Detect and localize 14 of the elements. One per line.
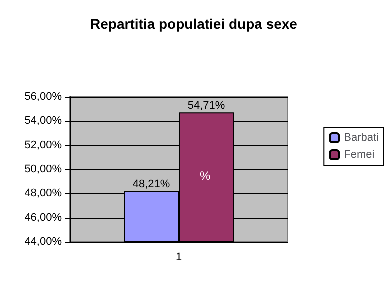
annotation: % xyxy=(200,169,211,183)
y-tick-label: 48,00% xyxy=(24,188,62,200)
legend-label: Femei xyxy=(344,149,375,161)
y-tick-label: 52,00% xyxy=(24,139,62,152)
y-tick-label: 54,00% xyxy=(24,115,62,128)
legend-label: Barbati xyxy=(344,132,380,144)
x-tick-label: 1 xyxy=(176,252,182,264)
data-label: 54,71% xyxy=(188,100,226,112)
y-tick-label: 56,00% xyxy=(24,91,62,103)
y-tick-label: 46,00% xyxy=(24,212,62,224)
data-label: 48,21% xyxy=(132,178,170,191)
y-tick-label: 50,00% xyxy=(24,164,62,176)
chart-title: Repartitia populatiei dupa sexe xyxy=(90,16,298,32)
y-tick-label: 44,00% xyxy=(24,236,62,248)
